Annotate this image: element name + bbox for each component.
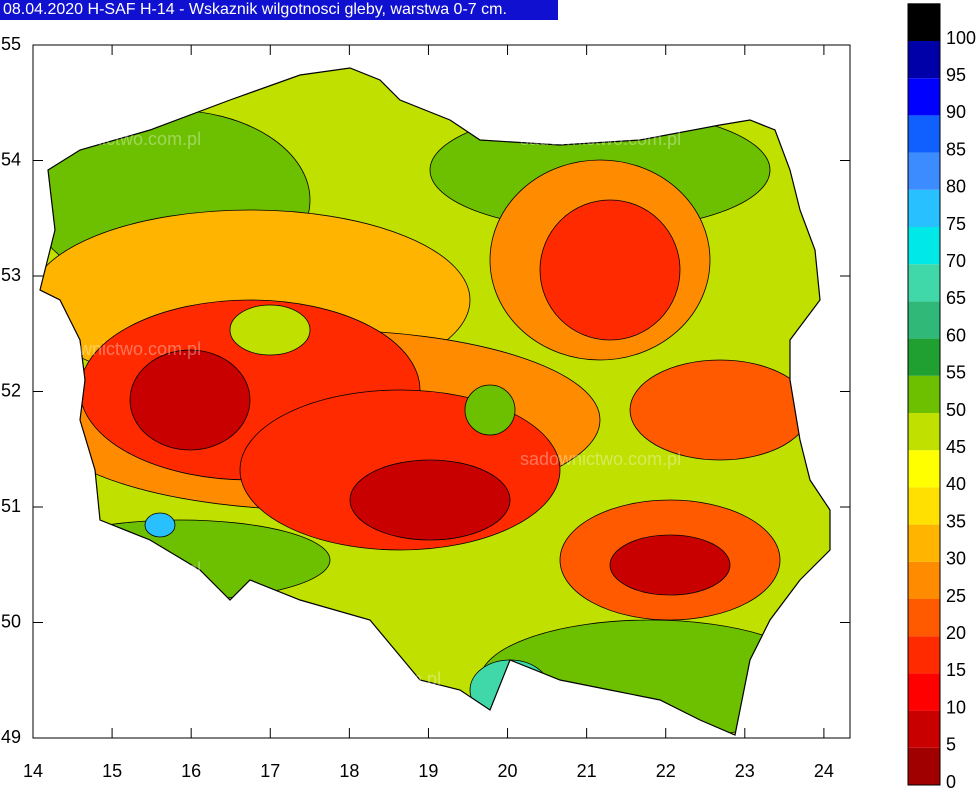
x-tick-label: 19 <box>418 761 438 781</box>
watermark: sadownictwo.com.pl <box>520 129 681 149</box>
colorbar-band <box>908 3 940 42</box>
colorbar-label: 15 <box>946 660 966 680</box>
colorbar-band <box>908 338 940 376</box>
colorbar-band <box>908 264 940 302</box>
title: 08.04.2020 H-SAF H-14 - Wskaznik wilgotn… <box>3 1 507 18</box>
colorbar-band <box>908 375 940 413</box>
colorbar-label: 100 <box>946 28 976 48</box>
y-tick-label: 52 <box>1 380 21 400</box>
colorbar-label: 70 <box>946 251 966 271</box>
colorbar-label: 90 <box>946 102 966 122</box>
soil-moisture-map <box>40 68 830 735</box>
watermark: sadownictwo.com.pl <box>40 559 201 579</box>
x-tick-label: 23 <box>735 761 755 781</box>
colorbar-label: 50 <box>946 400 966 420</box>
x-tick-label: 21 <box>577 761 597 781</box>
colorbar-label: 95 <box>946 65 966 85</box>
colorbar-band <box>908 450 940 488</box>
colorbar-band <box>908 152 940 190</box>
colorbar-label: 80 <box>946 177 966 197</box>
colorbar-label: 35 <box>946 511 966 531</box>
watermarks: sadownictwo.com.pl sadownictwo.com.pl sa… <box>40 129 681 689</box>
colorbar-label: 75 <box>946 214 966 234</box>
y-tick-label: 51 <box>1 496 21 516</box>
colorbar-band <box>908 673 940 711</box>
colorbar-label: 40 <box>946 474 966 494</box>
colorbar-band <box>908 524 940 562</box>
colorbar-band <box>908 487 940 525</box>
x-tick-label: 22 <box>656 761 676 781</box>
y-tick-label: 53 <box>1 265 21 285</box>
colorbar-label: 25 <box>946 586 966 606</box>
colorbar-band <box>908 78 940 116</box>
y-tick-label: 54 <box>1 149 21 169</box>
watermark: sadownictwo.com.pl <box>40 339 201 359</box>
colorbar-band <box>908 747 940 785</box>
colorbar-label: 65 <box>946 288 966 308</box>
y-tick-label: 55 <box>1 34 21 54</box>
colorbar-label: 30 <box>946 549 966 569</box>
colorbar-band <box>908 301 940 339</box>
y-tick-label: 50 <box>1 611 21 631</box>
colorbar-label: 55 <box>946 363 966 383</box>
colorbar-label: 60 <box>946 325 966 345</box>
colorbar-label: 5 <box>946 735 956 755</box>
x-tick-label: 20 <box>498 761 518 781</box>
x-tick-label: 17 <box>260 761 280 781</box>
colorbar-frame <box>907 3 941 786</box>
watermark: sadownictwo.com.pl <box>40 129 201 149</box>
colorbar-band <box>908 599 940 637</box>
x-tick-label: 16 <box>181 761 201 781</box>
x-tick-label: 15 <box>102 761 122 781</box>
colorbar-band <box>908 227 940 265</box>
x-tick-label: 18 <box>339 761 359 781</box>
border <box>39 67 831 736</box>
x-tick-label: 14 <box>23 761 43 781</box>
colorbar-band <box>908 115 940 153</box>
colorbar-label: 0 <box>946 772 956 792</box>
colorbar-label: 20 <box>946 623 966 643</box>
colorbar-band <box>908 41 940 79</box>
colorbar-band <box>908 710 940 748</box>
x-tick-label: 24 <box>814 761 834 781</box>
watermark: sadownictwo.com.pl <box>520 449 681 469</box>
colorbar-label: 85 <box>946 139 966 159</box>
colorbar-band <box>908 413 940 451</box>
title-box <box>0 0 558 20</box>
watermark: sadownictwo.com.pl <box>280 669 441 689</box>
colorbar-label: 10 <box>946 697 966 717</box>
colorbar-band <box>908 636 940 674</box>
y-tick-label: 49 <box>1 727 21 747</box>
colorbar-band <box>908 189 940 227</box>
colorbar-band <box>908 561 940 599</box>
colorbar-label: 45 <box>946 437 966 457</box>
